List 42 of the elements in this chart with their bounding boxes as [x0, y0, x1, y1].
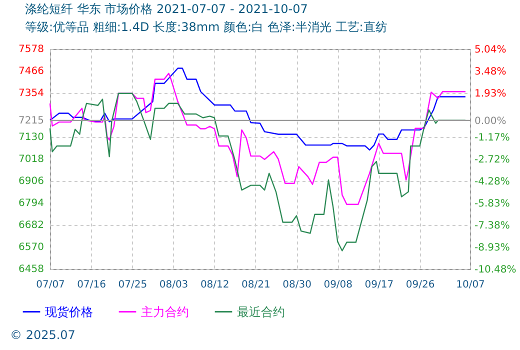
- y2-tick-label: -7.38%: [474, 220, 510, 232]
- x-tick-label: 08/12: [200, 280, 230, 290]
- y-tick-label: 7466: [18, 66, 44, 77]
- x-tick-label: 07/07: [36, 280, 65, 290]
- legend-label: 现货价格: [45, 304, 93, 319]
- y-tick-label: 7018: [18, 154, 44, 165]
- y-tick-label: 7130: [18, 132, 44, 143]
- x-tick-label: 09/17: [364, 280, 394, 290]
- y2-tick-label: -10.48%: [474, 264, 516, 276]
- y-tick-label: 6458: [18, 264, 44, 275]
- x-tick-label: 08/30: [282, 280, 312, 290]
- y-tick-label: 7215: [18, 115, 44, 126]
- legend-label: 主力合约: [141, 304, 189, 319]
- y2-tick-label: 0.00%: [474, 116, 506, 127]
- y2-tick-label: -5.83%: [474, 198, 510, 210]
- line-series: [49, 72, 466, 205]
- x-tick-label: 09/08: [324, 280, 353, 290]
- y-tick-label: 7578: [18, 44, 44, 55]
- line-series: [49, 68, 466, 151]
- y2-tick-label: 5.04%: [474, 44, 506, 56]
- y2-tick-label: -1.17%: [474, 132, 510, 144]
- x-tick-label: 07/16: [77, 280, 106, 290]
- y-tick-label: 6794: [18, 198, 44, 209]
- y-tick-label: 6906: [18, 176, 44, 187]
- x-tick-label: 08/21: [242, 280, 270, 290]
- line-series: [49, 92, 466, 252]
- y2-tick-label: -4.28%: [474, 176, 510, 188]
- y-tick-label: 7354: [18, 88, 44, 99]
- x-tick-label: 09/26: [406, 280, 435, 290]
- x-tick-label: 10/07: [456, 280, 485, 290]
- chart-subtitle: 等级:优等品 粗细:1.4D 长度:38mm 颜色:白 色泽:半消光 工艺:直纺: [25, 20, 388, 34]
- x-tick-label: 07/25: [118, 280, 148, 290]
- chart-title: 涤纶短纤 华东 市场价格 2021-07-07 - 2021-10-07: [25, 2, 308, 16]
- y2-tick-label: -2.72%: [474, 154, 510, 166]
- legend-label: 最近合约: [237, 304, 285, 319]
- y2-tick-label: -8.93%: [474, 242, 510, 254]
- y2-tick-label: 1.93%: [474, 88, 506, 100]
- y-tick-label: 6570: [18, 242, 44, 253]
- x-tick-label: 08/03: [159, 280, 188, 290]
- text: © 2025.07: [10, 328, 76, 342]
- y2-tick-label: 3.48%: [474, 66, 506, 78]
- y-tick-label: 6682: [18, 220, 44, 231]
